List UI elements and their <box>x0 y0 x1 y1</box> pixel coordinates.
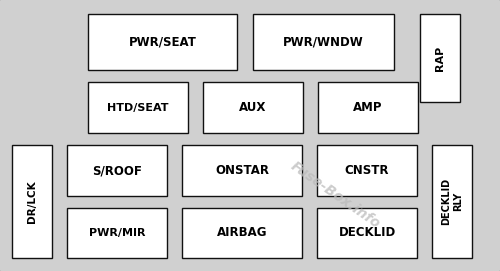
Text: CNSTR: CNSTR <box>345 164 389 177</box>
Bar <box>253 14 394 70</box>
Text: AMP: AMP <box>353 101 383 114</box>
Text: HTD/SEAT: HTD/SEAT <box>107 102 169 112</box>
Text: PWR/SEAT: PWR/SEAT <box>128 36 196 49</box>
Text: AIRBAG: AIRBAG <box>217 227 267 240</box>
Bar <box>67 145 167 196</box>
Text: AUX: AUX <box>240 101 266 114</box>
Bar <box>420 14 460 102</box>
Text: DECKLID
RLY: DECKLID RLY <box>441 178 463 225</box>
Bar <box>88 14 237 70</box>
Text: S/ROOF: S/ROOF <box>92 164 142 177</box>
Bar <box>182 145 302 196</box>
Bar <box>317 208 417 258</box>
Bar <box>317 145 417 196</box>
Text: RAP: RAP <box>435 45 445 71</box>
Bar <box>182 208 302 258</box>
Bar <box>318 82 418 133</box>
Text: PWR/MIR: PWR/MIR <box>89 228 145 238</box>
Text: PWR/WNDW: PWR/WNDW <box>283 36 364 49</box>
Bar <box>432 145 472 258</box>
Bar <box>67 208 167 258</box>
Text: DECKLID: DECKLID <box>338 227 396 240</box>
Bar <box>203 82 303 133</box>
Bar <box>12 145 52 258</box>
Text: Fuse-Box.info: Fuse-Box.info <box>288 159 382 231</box>
Bar <box>88 82 188 133</box>
Text: ONSTAR: ONSTAR <box>215 164 269 177</box>
Text: DR/LCK: DR/LCK <box>27 180 37 223</box>
